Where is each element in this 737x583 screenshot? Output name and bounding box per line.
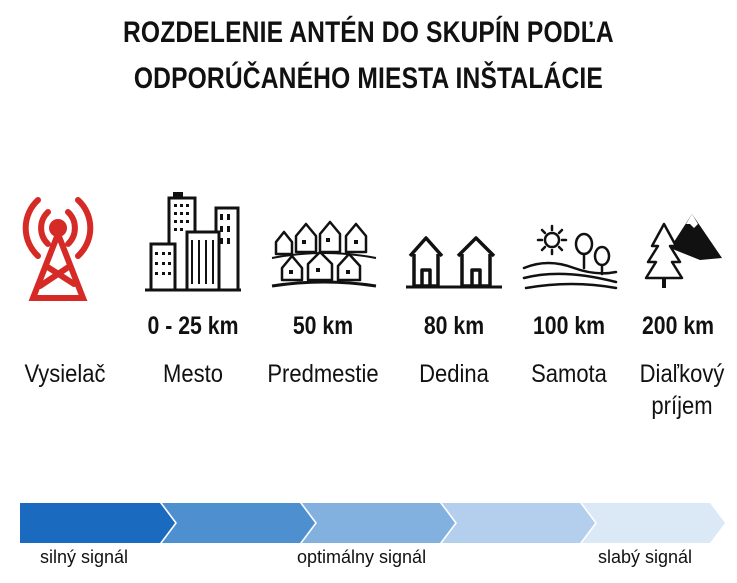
- title-line-2: ODPORÚČANÉHO MIESTA INŠTALÁCIE: [133, 62, 603, 95]
- label-mesto: Mesto: [163, 360, 223, 388]
- suburb-houses-icon: [271, 220, 377, 288]
- label-predmestie: Predmestie: [267, 360, 379, 388]
- radio-tower-icon: [22, 197, 94, 301]
- signal-segment-3: [302, 503, 455, 543]
- signal-segment-5: [582, 503, 725, 543]
- mountain-tree-icon: [644, 214, 722, 288]
- signal-optimal-label: optimálny signál: [297, 547, 427, 567]
- label-dedina: Dedina: [419, 360, 489, 388]
- village-houses-icon: [406, 236, 502, 289]
- signal-strong-label: silný signál: [40, 547, 129, 567]
- label-samota: Samota: [531, 360, 607, 388]
- signal-segment-2: [162, 503, 315, 543]
- distance-mesto: 0 - 25 km: [147, 312, 239, 340]
- countryside-sun-trees-icon: [522, 224, 618, 290]
- distance-predmestie: 50 km: [292, 312, 354, 340]
- diagram-title: ROZDELENIE ANTÉN DO SKUPÍN PODĽA ODPORÚČ…: [66, 10, 670, 102]
- label-dialkovy-prijem: Diaľkový príjem: [639, 360, 725, 420]
- distance-dialkovy: 200 km: [641, 312, 715, 340]
- label-vysielac: Vysielač: [24, 360, 106, 388]
- city-skyscrapers-icon: [145, 192, 241, 292]
- signal-strength-bar: [20, 503, 725, 543]
- distance-dedina: 80 km: [423, 312, 485, 340]
- signal-segment-4: [442, 503, 595, 543]
- signal-segment-1: [20, 503, 175, 543]
- title-line-1: ROZDELENIE ANTÉN DO SKUPÍN PODĽA: [122, 16, 614, 49]
- signal-weak-label: slabý signál: [598, 547, 693, 567]
- distance-samota: 100 km: [532, 312, 606, 340]
